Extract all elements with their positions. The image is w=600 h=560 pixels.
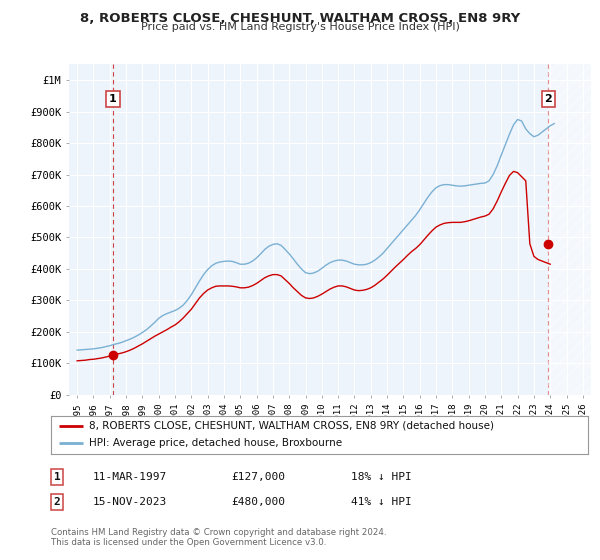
Text: 41% ↓ HPI: 41% ↓ HPI <box>351 497 412 507</box>
Text: HPI: Average price, detached house, Broxbourne: HPI: Average price, detached house, Brox… <box>89 438 342 449</box>
Text: Contains HM Land Registry data © Crown copyright and database right 2024.
This d: Contains HM Land Registry data © Crown c… <box>51 528 386 547</box>
Text: 15-NOV-2023: 15-NOV-2023 <box>93 497 167 507</box>
Text: £127,000: £127,000 <box>231 472 285 482</box>
Text: 2: 2 <box>53 497 61 507</box>
Text: 8, ROBERTS CLOSE, CHESHUNT, WALTHAM CROSS, EN8 9RY: 8, ROBERTS CLOSE, CHESHUNT, WALTHAM CROS… <box>80 12 520 25</box>
Bar <box>548 64 591 395</box>
Text: 1: 1 <box>53 472 61 482</box>
Text: 11-MAR-1997: 11-MAR-1997 <box>93 472 167 482</box>
Text: Price paid vs. HM Land Registry's House Price Index (HPI): Price paid vs. HM Land Registry's House … <box>140 22 460 32</box>
Text: 2: 2 <box>544 94 552 104</box>
Text: 8, ROBERTS CLOSE, CHESHUNT, WALTHAM CROSS, EN8 9RY (detached house): 8, ROBERTS CLOSE, CHESHUNT, WALTHAM CROS… <box>89 421 494 431</box>
Text: 1: 1 <box>109 94 117 104</box>
Text: £480,000: £480,000 <box>231 497 285 507</box>
Text: 18% ↓ HPI: 18% ↓ HPI <box>351 472 412 482</box>
